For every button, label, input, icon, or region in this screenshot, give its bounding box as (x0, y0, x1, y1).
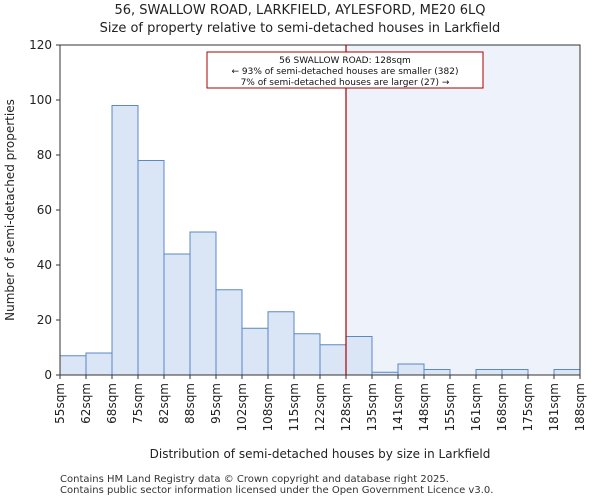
footer-line-1: Contains HM Land Registry data © Crown c… (60, 474, 449, 485)
x-tick-label: 95sqm (209, 383, 223, 424)
histogram-bar (111, 105, 139, 376)
histogram-bar (293, 333, 321, 376)
y-axis-label: Number of semi-detached properties (3, 99, 17, 321)
highlight-region (346, 45, 580, 375)
x-tick-label: 181sqm (547, 383, 561, 431)
annotation-box (206, 51, 484, 89)
x-tick-label: 188sqm (573, 383, 587, 431)
histogram-bar (423, 369, 451, 376)
x-tick-label: 82sqm (157, 383, 171, 424)
y-tick-label: 80 (37, 148, 52, 162)
x-tick-label: 161sqm (469, 383, 483, 431)
histogram-bar (59, 355, 87, 376)
x-tick-label: 148sqm (417, 383, 431, 431)
y-tick-label: 100 (29, 93, 52, 107)
x-tick-label: 55sqm (53, 383, 67, 424)
y-tick-label: 0 (44, 368, 52, 382)
y-tick-label: 40 (37, 258, 52, 272)
x-tick-label: 141sqm (391, 383, 405, 431)
y-tick-label: 20 (37, 313, 52, 327)
x-tick-label: 155sqm (443, 383, 457, 431)
annotation-line: 56 SWALLOW ROAD: 128sqm (279, 56, 411, 66)
chart-title: 56, SWALLOW ROAD, LARKFIELD, AYLESFORD, … (114, 3, 486, 18)
annotation-line: 7% of semi-detached houses are larger (2… (241, 78, 450, 88)
x-tick-label: 68sqm (105, 383, 119, 424)
x-tick-label: 102sqm (235, 383, 249, 431)
x-tick-label: 175sqm (521, 383, 535, 431)
x-axis-label: Distribution of semi-detached houses by … (150, 447, 491, 461)
histogram-bar (85, 352, 113, 376)
x-tick-label: 122sqm (313, 383, 327, 431)
histogram-bar (241, 327, 269, 376)
y-tick-label: 60 (37, 203, 52, 217)
x-tick-label: 135sqm (365, 383, 379, 431)
x-tick-label: 62sqm (79, 383, 93, 424)
x-tick-label: 168sqm (495, 383, 509, 431)
histogram-bar (215, 289, 243, 376)
histogram-bar (553, 369, 581, 376)
histogram-bar (163, 253, 191, 376)
histogram-bar (345, 336, 373, 376)
annotation-line: ← 93% of semi-detached houses are smalle… (232, 67, 459, 77)
histogram-bar (501, 369, 529, 376)
x-tick-label: 108sqm (261, 383, 275, 431)
x-tick-label: 88sqm (183, 383, 197, 424)
histogram-bar (397, 363, 425, 376)
histogram-bar (319, 344, 347, 376)
x-tick-label: 75sqm (131, 383, 145, 424)
y-tick-label: 120 (29, 38, 52, 52)
chart-subtitle: Size of property relative to semi-detach… (99, 21, 501, 36)
histogram-bar (475, 369, 503, 376)
histogram-bar (189, 231, 217, 376)
x-tick-label: 115sqm (287, 383, 301, 431)
histogram-bar (267, 311, 295, 376)
footer-line-2: Contains public sector information licen… (60, 485, 494, 496)
x-tick-label: 128sqm (339, 383, 353, 431)
histogram-bar (137, 160, 165, 376)
